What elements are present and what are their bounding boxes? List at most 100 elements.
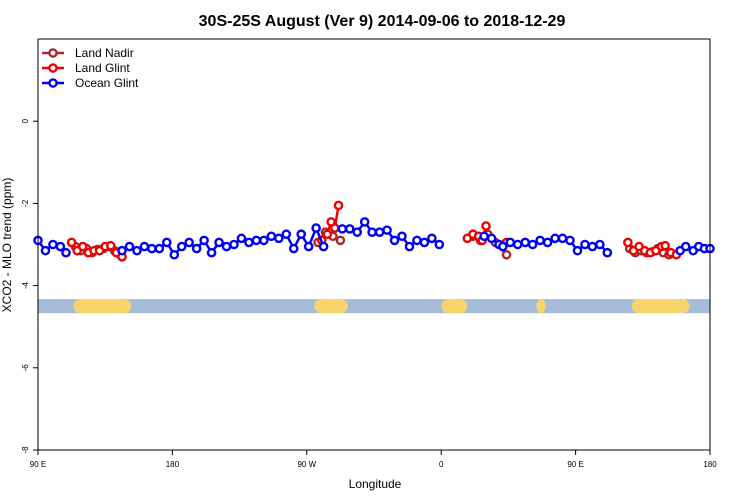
data-point <box>434 239 445 250</box>
data-point <box>660 240 671 251</box>
data-point <box>367 227 377 237</box>
data-point <box>505 237 516 248</box>
land-segment <box>631 299 690 314</box>
land-segment <box>314 299 348 314</box>
data-point <box>565 235 575 246</box>
data-point <box>40 245 51 256</box>
y-tick-label: -6 <box>21 364 30 372</box>
legend-item: Land Glint <box>42 61 130 75</box>
data-point <box>486 233 497 244</box>
data-point <box>117 245 127 256</box>
data-point <box>66 237 77 248</box>
y-tick-label: -4 <box>21 281 30 289</box>
data-point <box>389 235 400 246</box>
data-point <box>481 221 491 231</box>
land-segment <box>73 299 132 314</box>
data-point <box>333 200 344 211</box>
legend-item: Ocean Glint <box>42 76 139 90</box>
data-point <box>374 227 385 237</box>
data-point <box>124 241 135 252</box>
data-point <box>382 225 392 235</box>
x-tick-label: 90 E <box>30 460 46 469</box>
data-point <box>335 235 346 246</box>
legend-label: Ocean Glint <box>75 76 139 90</box>
data-point <box>479 231 489 242</box>
data-point <box>337 224 348 234</box>
data-point <box>288 243 299 254</box>
data-point <box>273 233 284 244</box>
x-tick-label: 90 W <box>297 460 316 469</box>
data-point <box>251 235 262 246</box>
data-point <box>623 237 633 248</box>
series-ocean-glint <box>33 217 715 260</box>
data-point <box>501 249 512 260</box>
y-tick-label: 0 <box>21 118 30 123</box>
data-point <box>680 241 691 252</box>
data-point <box>329 223 340 233</box>
data-point <box>404 241 415 252</box>
data-point <box>595 239 605 250</box>
data-point <box>587 241 598 252</box>
y-tick-label: -8 <box>21 446 30 454</box>
data-point <box>236 233 247 244</box>
x-tick-label: 180 <box>703 460 717 469</box>
data-point <box>229 239 239 250</box>
data-point <box>602 247 613 258</box>
surface-band <box>38 299 710 314</box>
data-point <box>520 237 531 248</box>
data-point <box>296 229 307 240</box>
legend-item: Land Nadir <box>42 46 134 60</box>
data-point <box>78 241 88 252</box>
x-tick-label: 0 <box>439 460 444 469</box>
plot-series <box>33 200 715 262</box>
data-point <box>419 237 430 248</box>
data-point <box>259 235 269 246</box>
data-point <box>184 237 194 248</box>
ocean-band <box>38 299 710 314</box>
data-point <box>281 229 292 240</box>
data-point <box>244 237 254 248</box>
y-tick-label: -2 <box>21 199 30 207</box>
data-point <box>147 243 157 254</box>
data-point <box>55 241 66 252</box>
data-point <box>497 241 508 252</box>
data-point <box>199 235 209 246</box>
legend-swatch-marker <box>48 78 58 88</box>
chart-title: 30S-25S August (Ver 9) 2014-09-06 to 201… <box>199 13 566 30</box>
y-axis: 0 -2 -4 -6 -8 <box>21 118 38 454</box>
data-point <box>397 231 407 242</box>
data-point <box>132 245 142 256</box>
data-point <box>169 249 180 260</box>
data-point <box>161 237 172 248</box>
data-point <box>322 229 333 240</box>
data-point <box>557 233 568 244</box>
x-axis-label: Longitude <box>349 477 402 491</box>
data-point <box>154 243 165 254</box>
data-point <box>542 237 553 248</box>
legend-label: Land Glint <box>75 61 130 75</box>
data-point <box>580 239 590 250</box>
data-point <box>221 241 232 252</box>
legend-swatch-marker <box>48 63 58 73</box>
data-point <box>427 233 437 244</box>
data-point <box>214 237 224 248</box>
data-point <box>61 247 71 258</box>
x-axis: 90 E 180 90 W 0 90 E 180 <box>30 450 717 469</box>
data-point <box>48 239 58 250</box>
data-point <box>106 240 116 251</box>
x-tick-label: 180 <box>166 460 180 469</box>
legend-label: Land Nadir <box>75 46 134 60</box>
data-point <box>303 241 314 252</box>
data-point <box>352 227 363 237</box>
data-point <box>139 241 150 252</box>
x-tick-label: 90 E <box>567 460 583 469</box>
data-point <box>527 239 538 250</box>
data-point <box>512 239 523 250</box>
y-axis-label: XCO2 - MLO trend (ppm) <box>0 178 14 313</box>
data-point <box>412 235 422 246</box>
data-point <box>311 223 321 233</box>
legend-swatch-marker <box>48 48 58 58</box>
data-point <box>176 241 187 252</box>
